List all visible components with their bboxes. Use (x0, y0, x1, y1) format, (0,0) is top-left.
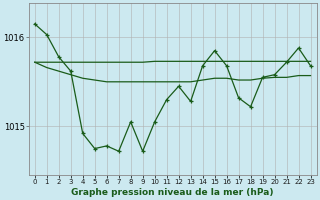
X-axis label: Graphe pression niveau de la mer (hPa): Graphe pression niveau de la mer (hPa) (71, 188, 274, 197)
